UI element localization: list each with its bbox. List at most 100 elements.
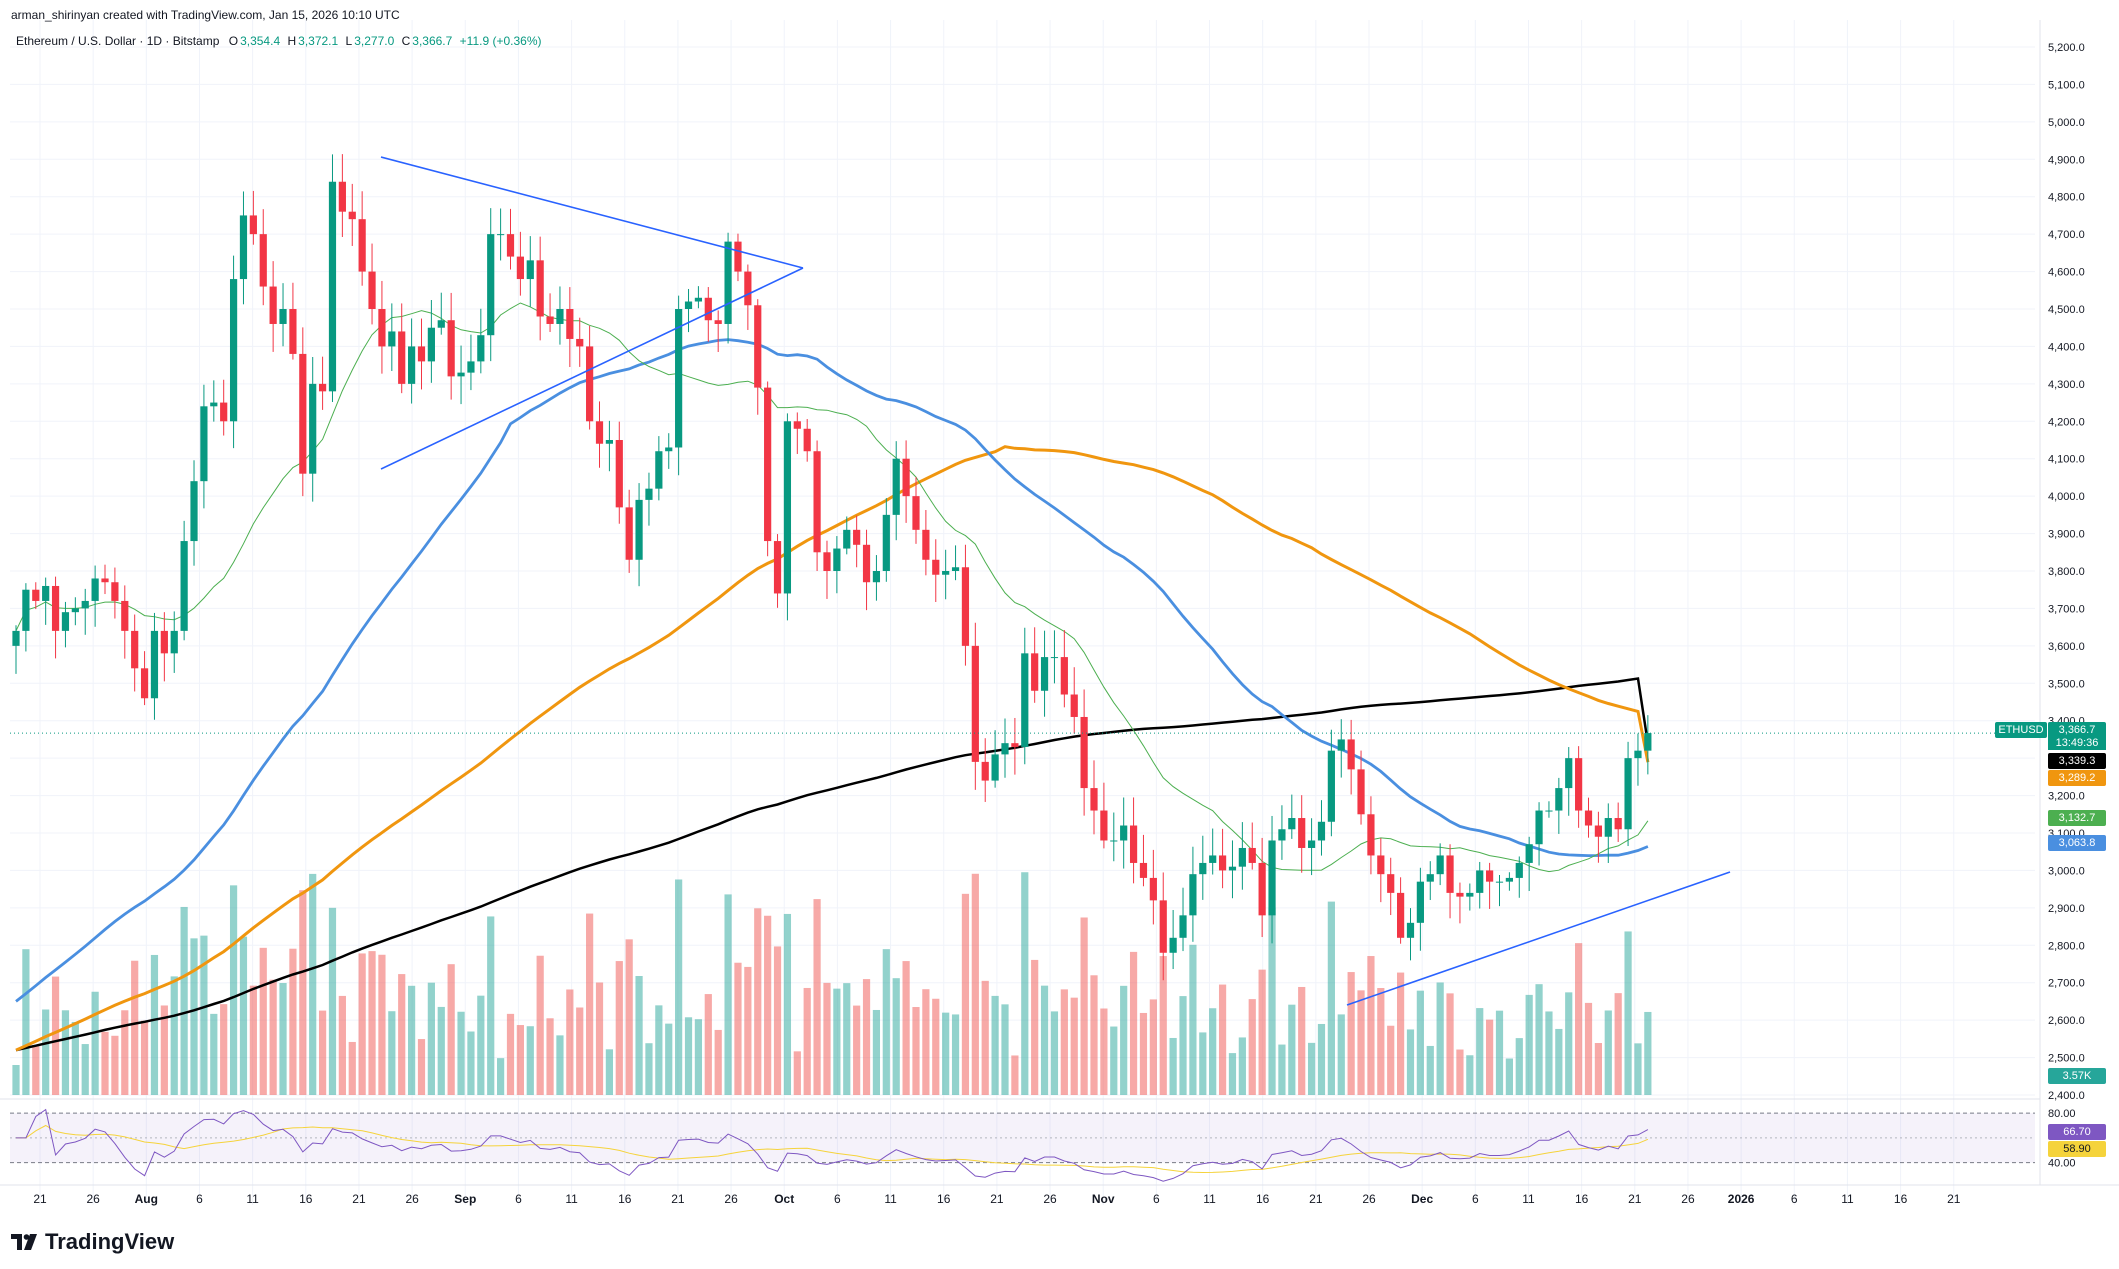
volume-bar [1446,993,1454,1095]
price-tick-label: 5,200.0 [2048,42,2085,54]
candle-body [783,421,792,594]
candle-body [1159,900,1167,953]
time-tick-label: 26 [405,1192,419,1206]
ohlc-high-label: H [287,34,297,48]
candle-body [1495,881,1504,883]
price-tick-label: 5,100.0 [2048,79,2085,91]
volume-bar [81,1044,89,1095]
volume-bar [318,1010,327,1095]
volume-bar [526,1026,534,1095]
volume-bar [1486,1019,1494,1095]
price-tick-label: 2,800.0 [2048,940,2085,952]
symbol-name: Ethereum / U.S. Dollar · 1D · Bitstamp [16,34,220,48]
chart-credit: arman_shirinyan created with TradingView… [11,8,400,22]
candle-body [1584,810,1593,826]
candle-body [279,309,287,324]
tradingview-brand[interactable]: TradingView [11,1229,174,1255]
candle-body [1011,743,1019,747]
volume-bar [1129,951,1138,1095]
volume-bar [1021,872,1029,1095]
candle-body [160,630,168,654]
volume-bar [1337,1014,1345,1095]
candle-body [1357,769,1365,815]
volume-bar [1436,982,1444,1095]
ma20-line [15,302,1649,873]
candle-body [981,761,989,781]
triangle-lower-trendline [380,267,804,470]
volume-bar [447,964,455,1095]
candle-body [51,585,60,631]
time-tick-label: 26 [1362,1192,1376,1206]
candle-body [200,406,208,482]
time-tick-label: 16 [1894,1192,1908,1206]
candle-body [892,458,900,515]
volume-bar [1545,1011,1553,1095]
candle-body [1327,750,1335,822]
volume-bar [615,961,623,1095]
candle-body [417,346,426,362]
volume-bar [744,966,752,1095]
volume-bar [1327,901,1335,1095]
price-tick-label: 4,200.0 [2048,416,2085,428]
candle-body [595,421,604,444]
candle-body [882,514,890,571]
candle-body [922,529,930,560]
volume-bar [1495,1010,1504,1095]
candle-body [1050,657,1059,659]
price-tick-label: 3,500.0 [2048,678,2085,690]
volume-bar [358,953,366,1095]
volume-bar [190,938,198,1095]
price-tick-label: 4,000.0 [2048,491,2085,503]
candle-body [724,241,732,324]
candle-body [912,496,920,530]
volume-bar [1159,956,1167,1095]
rising-support-trendline [1346,871,1731,1006]
candle-body [902,458,910,497]
time-tick-label: 21 [671,1192,685,1206]
candle-body [1199,862,1207,875]
price-tick-label: 3,200.0 [2048,791,2085,803]
time-tick-label: 16 [937,1192,951,1206]
volume-bar [684,1017,693,1095]
volume-bar [823,982,831,1095]
volume-bar [1644,1011,1652,1095]
candle-body [843,529,851,549]
candle-body [1416,881,1424,923]
time-tick-label: Sep [454,1192,476,1206]
volume-bar [1209,1008,1217,1095]
candle-body [408,346,416,384]
candle-body [773,541,782,594]
price-tag-ma200: 3,339.3 [2048,753,2106,769]
volume-bar [289,948,297,1095]
volume-bar [724,894,732,1095]
candle-body [1515,862,1523,878]
time-tick-label: 2026 [1728,1192,1755,1206]
symbol-tag: ETHUSD [1995,722,2047,738]
volume-bar [586,913,594,1095]
candle-body [635,499,643,560]
ohlc-low-label: L [345,34,353,48]
candle-body [180,541,188,631]
volume-bar [259,947,267,1095]
candle-body [1397,892,1405,938]
candle-body [1307,840,1316,848]
candle-body [1377,855,1385,875]
candle-body [932,559,940,575]
price-tick-label: 2,700.0 [2048,978,2085,990]
volume-bar [1466,1055,1474,1095]
candle-body [249,215,257,235]
symbol-legend[interactable]: Ethereum / U.S. Dollar · 1D · Bitstamp O… [16,34,542,48]
volume-bar [1397,972,1405,1095]
trendlines [380,156,1731,1006]
volume-bar [635,975,643,1095]
volume-bar [1614,993,1622,1095]
volume-bar [1248,999,1256,1095]
volume-bar [595,982,604,1095]
volume-bar [754,908,762,1095]
price-tick-label: 3,600.0 [2048,641,2085,653]
volume-bar [477,995,485,1095]
candle-body [1120,825,1128,841]
volume-bar [645,1043,653,1095]
volume-bar [101,1031,109,1095]
